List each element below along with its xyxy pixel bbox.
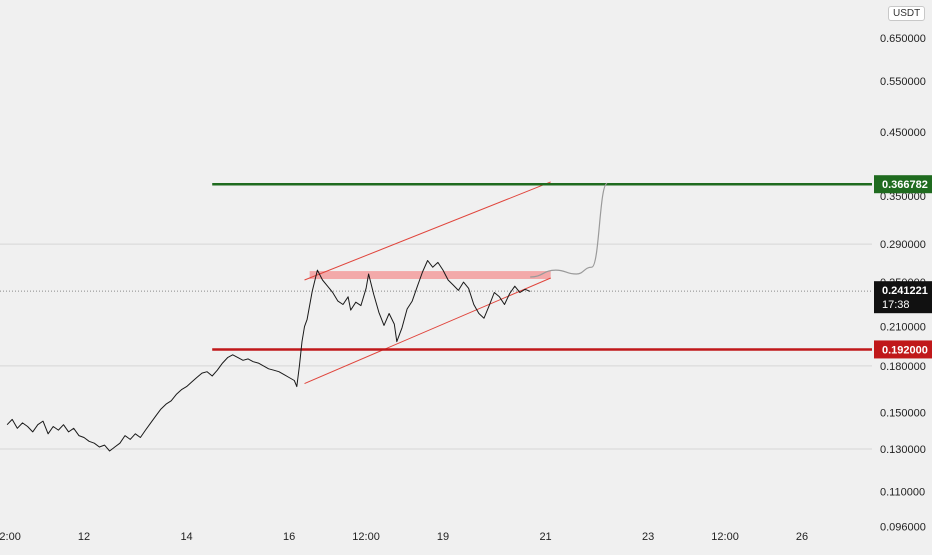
y-tick-label: 0.290000 <box>880 239 926 251</box>
x-tick-label: 26 <box>796 531 808 543</box>
x-tick-label: 23 <box>642 531 654 543</box>
y-tick-label: 0.150000 <box>880 407 926 419</box>
y-tick-label: 0.110000 <box>880 487 925 499</box>
y-tick-label: 0.130000 <box>880 444 926 456</box>
x-tick-label: 12:00 <box>711 531 739 543</box>
x-tick-label: 19 <box>437 531 449 543</box>
y-tick-label: 0.450000 <box>880 127 926 139</box>
current-price-badge <box>874 281 932 314</box>
target-price-label: 0.366782 <box>882 179 928 191</box>
x-tick-label: 12:00 <box>0 531 21 543</box>
countdown-label: 17:38 <box>882 299 910 311</box>
current-price-label: 0.241221 <box>882 285 928 297</box>
y-tick-label: 0.350000 <box>880 191 926 203</box>
y-tick-label: 0.180000 <box>880 361 926 373</box>
x-tick-label: 16 <box>283 531 295 543</box>
y-tick-label: 0.650000 <box>880 33 926 45</box>
currency-label[interactable]: USDT <box>888 6 926 21</box>
x-tick-label: 21 <box>539 531 551 543</box>
y-tick-label: 0.210000 <box>880 322 926 334</box>
support-price-label: 0.192000 <box>882 344 928 356</box>
projection-path[interactable] <box>530 182 608 278</box>
price-series-line[interactable] <box>6 260 531 452</box>
support-price-badge <box>874 340 932 359</box>
x-tick-label: 12:00 <box>352 531 380 543</box>
target-price-badge <box>874 175 932 194</box>
channel-lower-line[interactable] <box>304 277 551 384</box>
y-tick-label: 0.096000 <box>880 521 926 533</box>
y-tick-label: 0.550000 <box>880 76 926 88</box>
resistance-zone[interactable] <box>309 271 551 280</box>
channel-upper-line[interactable] <box>304 181 551 281</box>
x-tick-label: 14 <box>180 531 192 543</box>
x-tick-label: 12 <box>78 531 90 543</box>
